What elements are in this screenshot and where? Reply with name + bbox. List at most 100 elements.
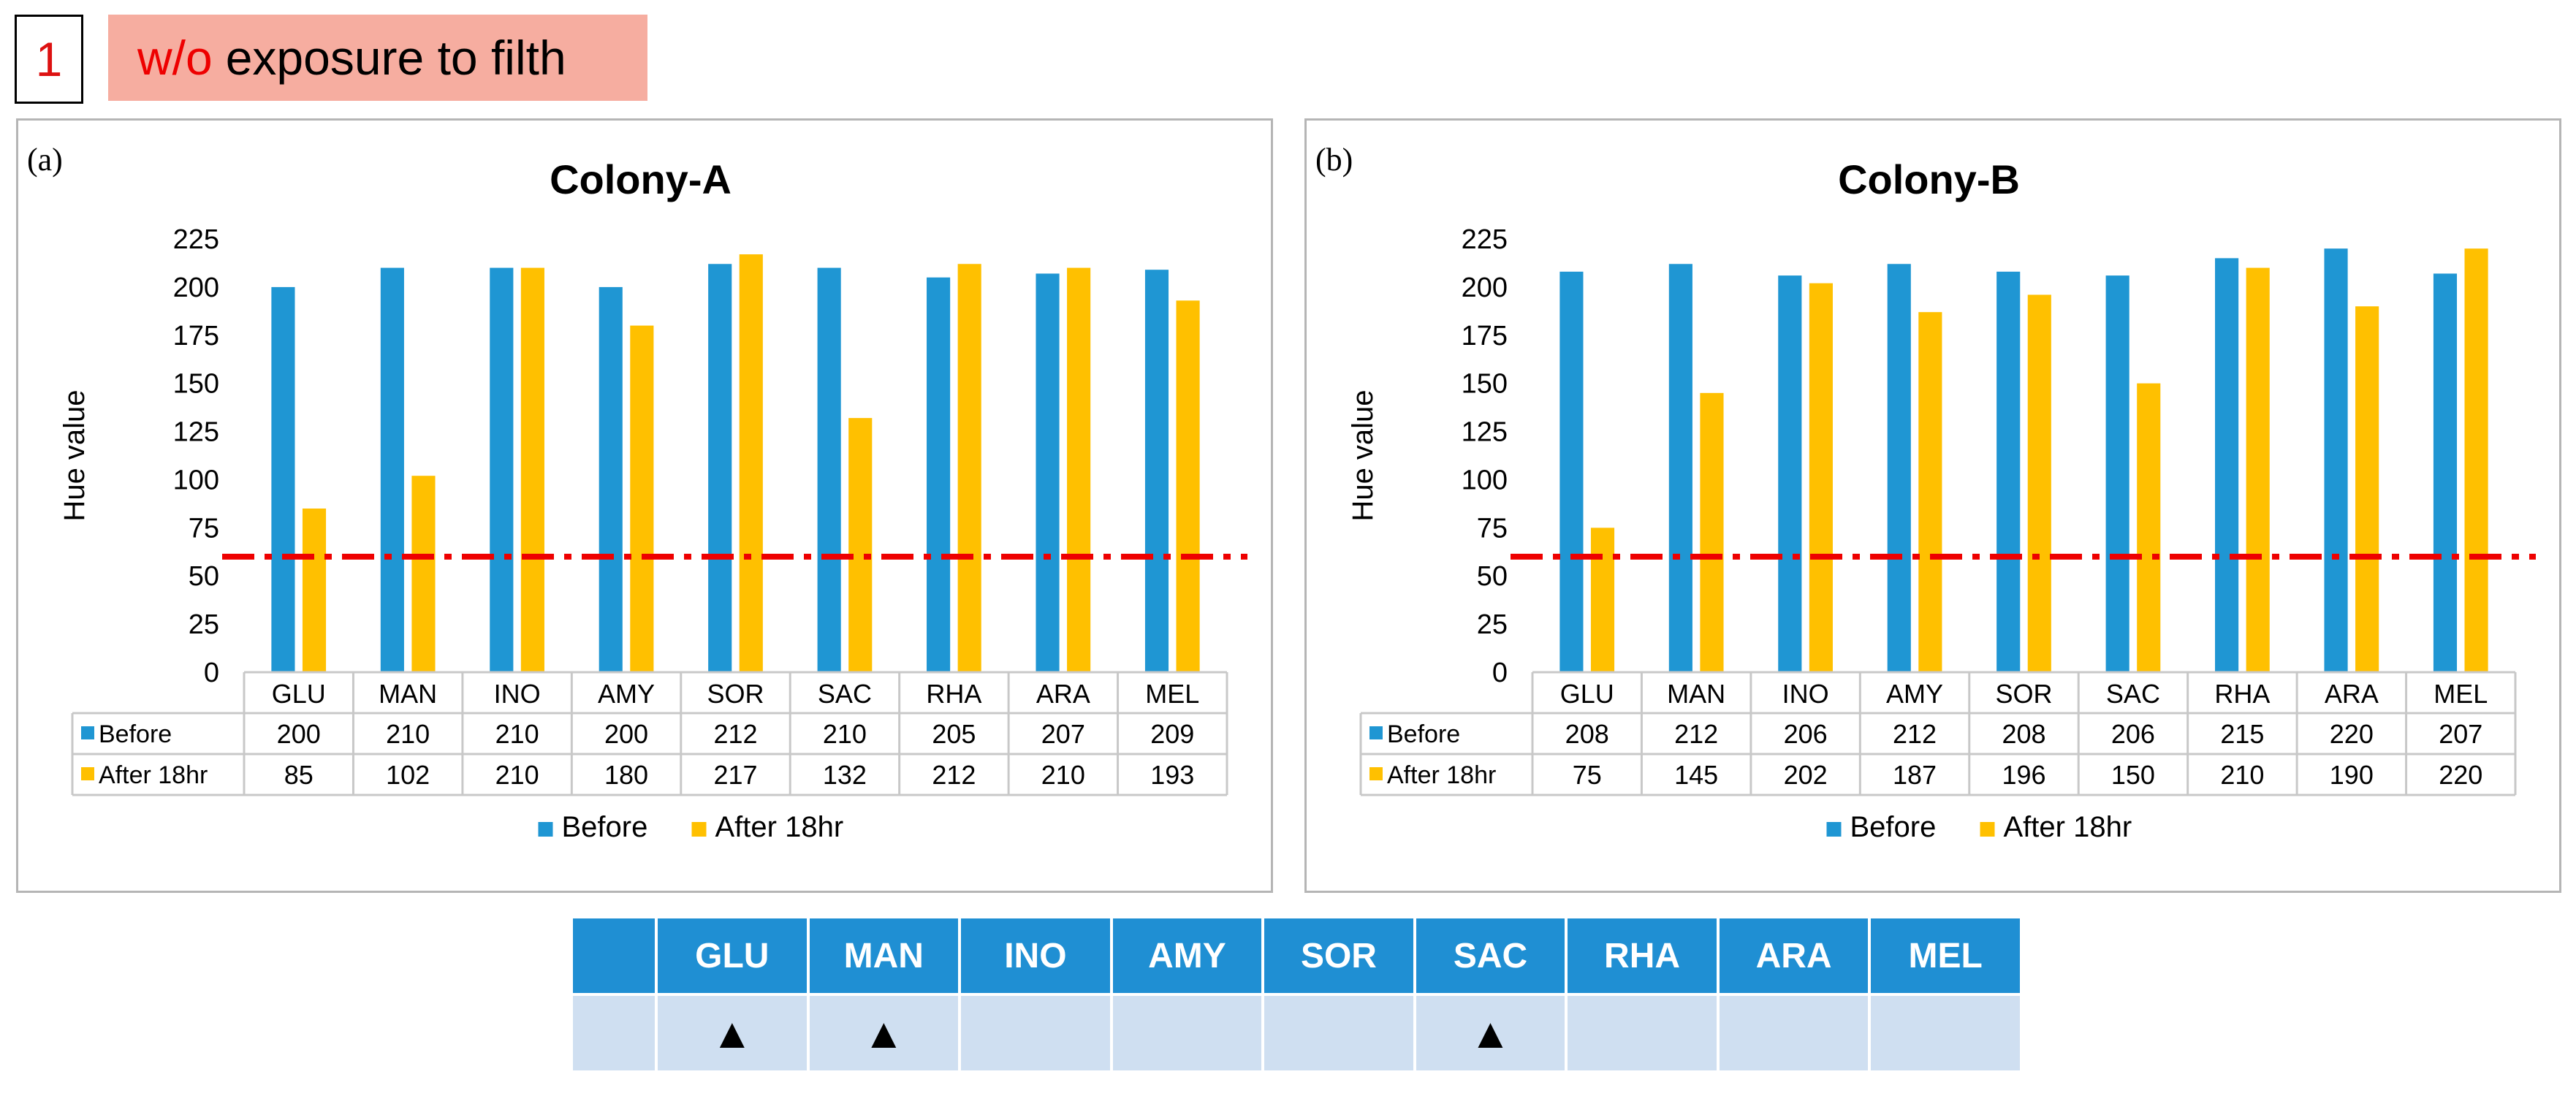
summary-header-ara: ARA xyxy=(1719,918,1869,993)
bar-after-glu xyxy=(302,508,327,672)
summary-header-sor: SOR xyxy=(1264,918,1413,993)
row-label: After 18hr xyxy=(1387,761,1496,789)
category-label: MAN xyxy=(379,679,437,709)
summary-header-row: GLU MAN INO AMY SOR SAC RHA ARA MEL xyxy=(573,918,2020,993)
y-tick-label: 25 xyxy=(1477,609,1508,640)
data-value-label: 85 xyxy=(284,760,314,790)
category-label: SOR xyxy=(707,679,764,709)
summary-row-label-cell xyxy=(573,996,655,1070)
legend-key-after xyxy=(691,822,707,837)
data-value-label: 215 xyxy=(2220,719,2264,749)
data-value-label: 208 xyxy=(1565,719,1609,749)
data-value-label: 209 xyxy=(1150,719,1194,749)
legend-key-after xyxy=(1980,822,1995,837)
summary-mark-man: ▲ xyxy=(809,996,959,1070)
summary-header-ino: INO xyxy=(961,918,1110,993)
bar-after-rha xyxy=(2246,267,2270,672)
bar-before-mel xyxy=(1144,270,1169,672)
panel-label: (a) xyxy=(27,142,63,178)
category-label: AMY xyxy=(598,679,655,709)
bar-before-sor xyxy=(1996,271,2021,672)
chart-a-svg: (a) Colony-A Hue value 0 25 50 75 100 125 150 175 2… xyxy=(27,142,1247,843)
data-value-label: 180 xyxy=(604,760,648,790)
bar-before-ino xyxy=(1778,275,1802,672)
legend-label-before: Before xyxy=(562,811,648,843)
bar-after-ara xyxy=(1067,267,1091,672)
y-tick-label: 175 xyxy=(173,321,219,351)
chart-panel-a: (a) Colony-A Hue value 0 25 50 75 100 125 150 175 2… xyxy=(16,118,1273,893)
y-tick-label: 0 xyxy=(204,658,219,688)
chart-title: Colony-A xyxy=(550,156,732,202)
legend-label-after: After 18hr xyxy=(2004,811,2132,843)
title-red-text: w/o xyxy=(137,31,213,85)
data-value-label: 210 xyxy=(386,719,430,749)
y-tick-label: 25 xyxy=(189,609,219,640)
data-value-label: 210 xyxy=(495,760,539,790)
summary-mark-sac: ▲ xyxy=(1416,996,1565,1070)
data-value-label: 145 xyxy=(1674,760,1718,790)
bar-before-sor xyxy=(708,264,732,672)
row-legend-key xyxy=(81,726,94,739)
data-value-label: 212 xyxy=(1674,719,1718,749)
category-label: ARA xyxy=(2325,679,2379,709)
y-tick-label: 50 xyxy=(1477,561,1508,592)
bar-before-amy xyxy=(599,286,623,672)
chart-title: Colony-B xyxy=(1838,156,2020,202)
bar-before-man xyxy=(1668,264,1692,672)
row-label: Before xyxy=(99,720,172,748)
data-value-label: 220 xyxy=(2330,719,2374,749)
bar-after-sac xyxy=(2137,383,2161,672)
bar-after-mel xyxy=(2464,248,2488,672)
y-tick-label: 225 xyxy=(173,224,219,255)
y-tick-label: 75 xyxy=(189,513,219,544)
category-label: GLU xyxy=(1560,679,1614,709)
y-tick-label: 75 xyxy=(1477,513,1508,544)
bar-before-sac xyxy=(2105,275,2129,672)
data-value-label: 190 xyxy=(2330,760,2374,790)
category-label: SAC xyxy=(2106,679,2160,709)
data-value-label: 220 xyxy=(2439,760,2482,790)
bar-after-mel xyxy=(1176,300,1200,672)
summary-mark-ino xyxy=(961,996,1110,1070)
y-tick-label: 200 xyxy=(1462,273,1508,303)
bar-after-man xyxy=(411,476,436,672)
data-value-label: 200 xyxy=(604,719,648,749)
bar-after-amy xyxy=(1918,312,1942,672)
bar-after-ino xyxy=(1809,283,1833,672)
y-tick-label: 175 xyxy=(1462,321,1508,351)
bar-after-sac xyxy=(848,418,873,672)
bar-before-mel xyxy=(2433,273,2458,672)
bar-before-rha xyxy=(927,277,951,672)
y-tick-label: 0 xyxy=(1492,658,1508,688)
y-tick-label: 150 xyxy=(1462,369,1508,400)
category-label: SAC xyxy=(818,679,872,709)
bar-before-rha xyxy=(2215,258,2239,672)
data-value-label: 210 xyxy=(1041,760,1085,790)
summary-header-rha: RHA xyxy=(1568,918,1717,993)
data-value-label: 193 xyxy=(1150,760,1194,790)
chart-b-svg: (b) Colony-B Hue value 0 25 50 75 100 125 150 175 2… xyxy=(1315,142,2536,843)
data-value-label: 207 xyxy=(1041,719,1085,749)
data-value-label: 207 xyxy=(2439,719,2482,749)
bar-before-man xyxy=(380,267,404,672)
bar-before-glu xyxy=(1559,271,1584,672)
category-label: INO xyxy=(1782,679,1829,709)
category-label: MEL xyxy=(2433,679,2488,709)
data-value-label: 206 xyxy=(2111,719,2155,749)
category-label: INO xyxy=(494,679,541,709)
bar-before-ara xyxy=(2324,248,2348,672)
summary-mark-ara xyxy=(1719,996,1869,1070)
summary-header-mel: MEL xyxy=(1871,918,2020,993)
y-tick-label: 50 xyxy=(189,561,219,592)
data-value-label: 217 xyxy=(713,760,757,790)
legend-label-before: Before xyxy=(1850,811,1937,843)
legend-key-before xyxy=(1826,822,1842,837)
summary-header-glu: GLU xyxy=(658,918,807,993)
summary-mark-mel xyxy=(1871,996,2020,1070)
bar-after-man xyxy=(1700,392,1724,672)
bar-after-rha xyxy=(957,264,981,672)
row-label: After 18hr xyxy=(99,761,208,789)
row-legend-key xyxy=(1369,767,1383,780)
bar-before-amy xyxy=(1887,264,1911,672)
row-legend-key xyxy=(81,767,94,780)
